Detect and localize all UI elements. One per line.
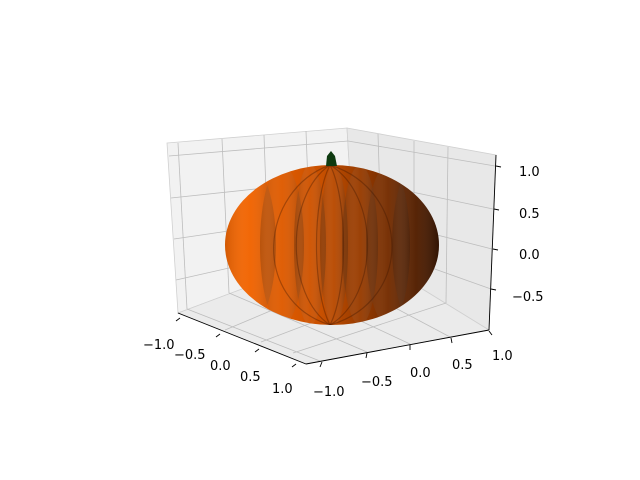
x-tick-label: −1.0 bbox=[143, 338, 175, 353]
x-tick-label: −0.5 bbox=[174, 348, 206, 363]
y-tick-label: −0.5 bbox=[361, 375, 393, 390]
x-tick-labels: −1.0 −0.5 0.0 0.5 1.0 bbox=[143, 338, 293, 397]
y-tick-label: −1.0 bbox=[313, 385, 345, 400]
pumpkin-stem bbox=[326, 151, 337, 166]
y-tick-labels: −1.0 −0.5 0.0 0.5 1.0 bbox=[313, 349, 513, 400]
tick-marks bbox=[175, 165, 502, 368]
y-tick-label: 1.0 bbox=[492, 349, 513, 364]
x-tick-label: 0.0 bbox=[210, 359, 231, 374]
x-tick-label: 0.5 bbox=[240, 370, 261, 385]
x-tick-label: 1.0 bbox=[272, 382, 293, 397]
y-tick-label: 0.0 bbox=[410, 366, 431, 381]
z-tick-labels: 1.0 0.5 0.0 −0.5 bbox=[512, 165, 544, 305]
z-tick-label: 0.0 bbox=[519, 248, 540, 263]
pumpkin-lobes bbox=[225, 165, 439, 325]
z-tick-label: −0.5 bbox=[512, 290, 544, 305]
z-tick-label: 0.5 bbox=[519, 207, 540, 222]
z-tick-label: 1.0 bbox=[519, 165, 540, 180]
axis-lines bbox=[177, 154, 497, 365]
y-tick-label: 0.5 bbox=[452, 358, 473, 373]
